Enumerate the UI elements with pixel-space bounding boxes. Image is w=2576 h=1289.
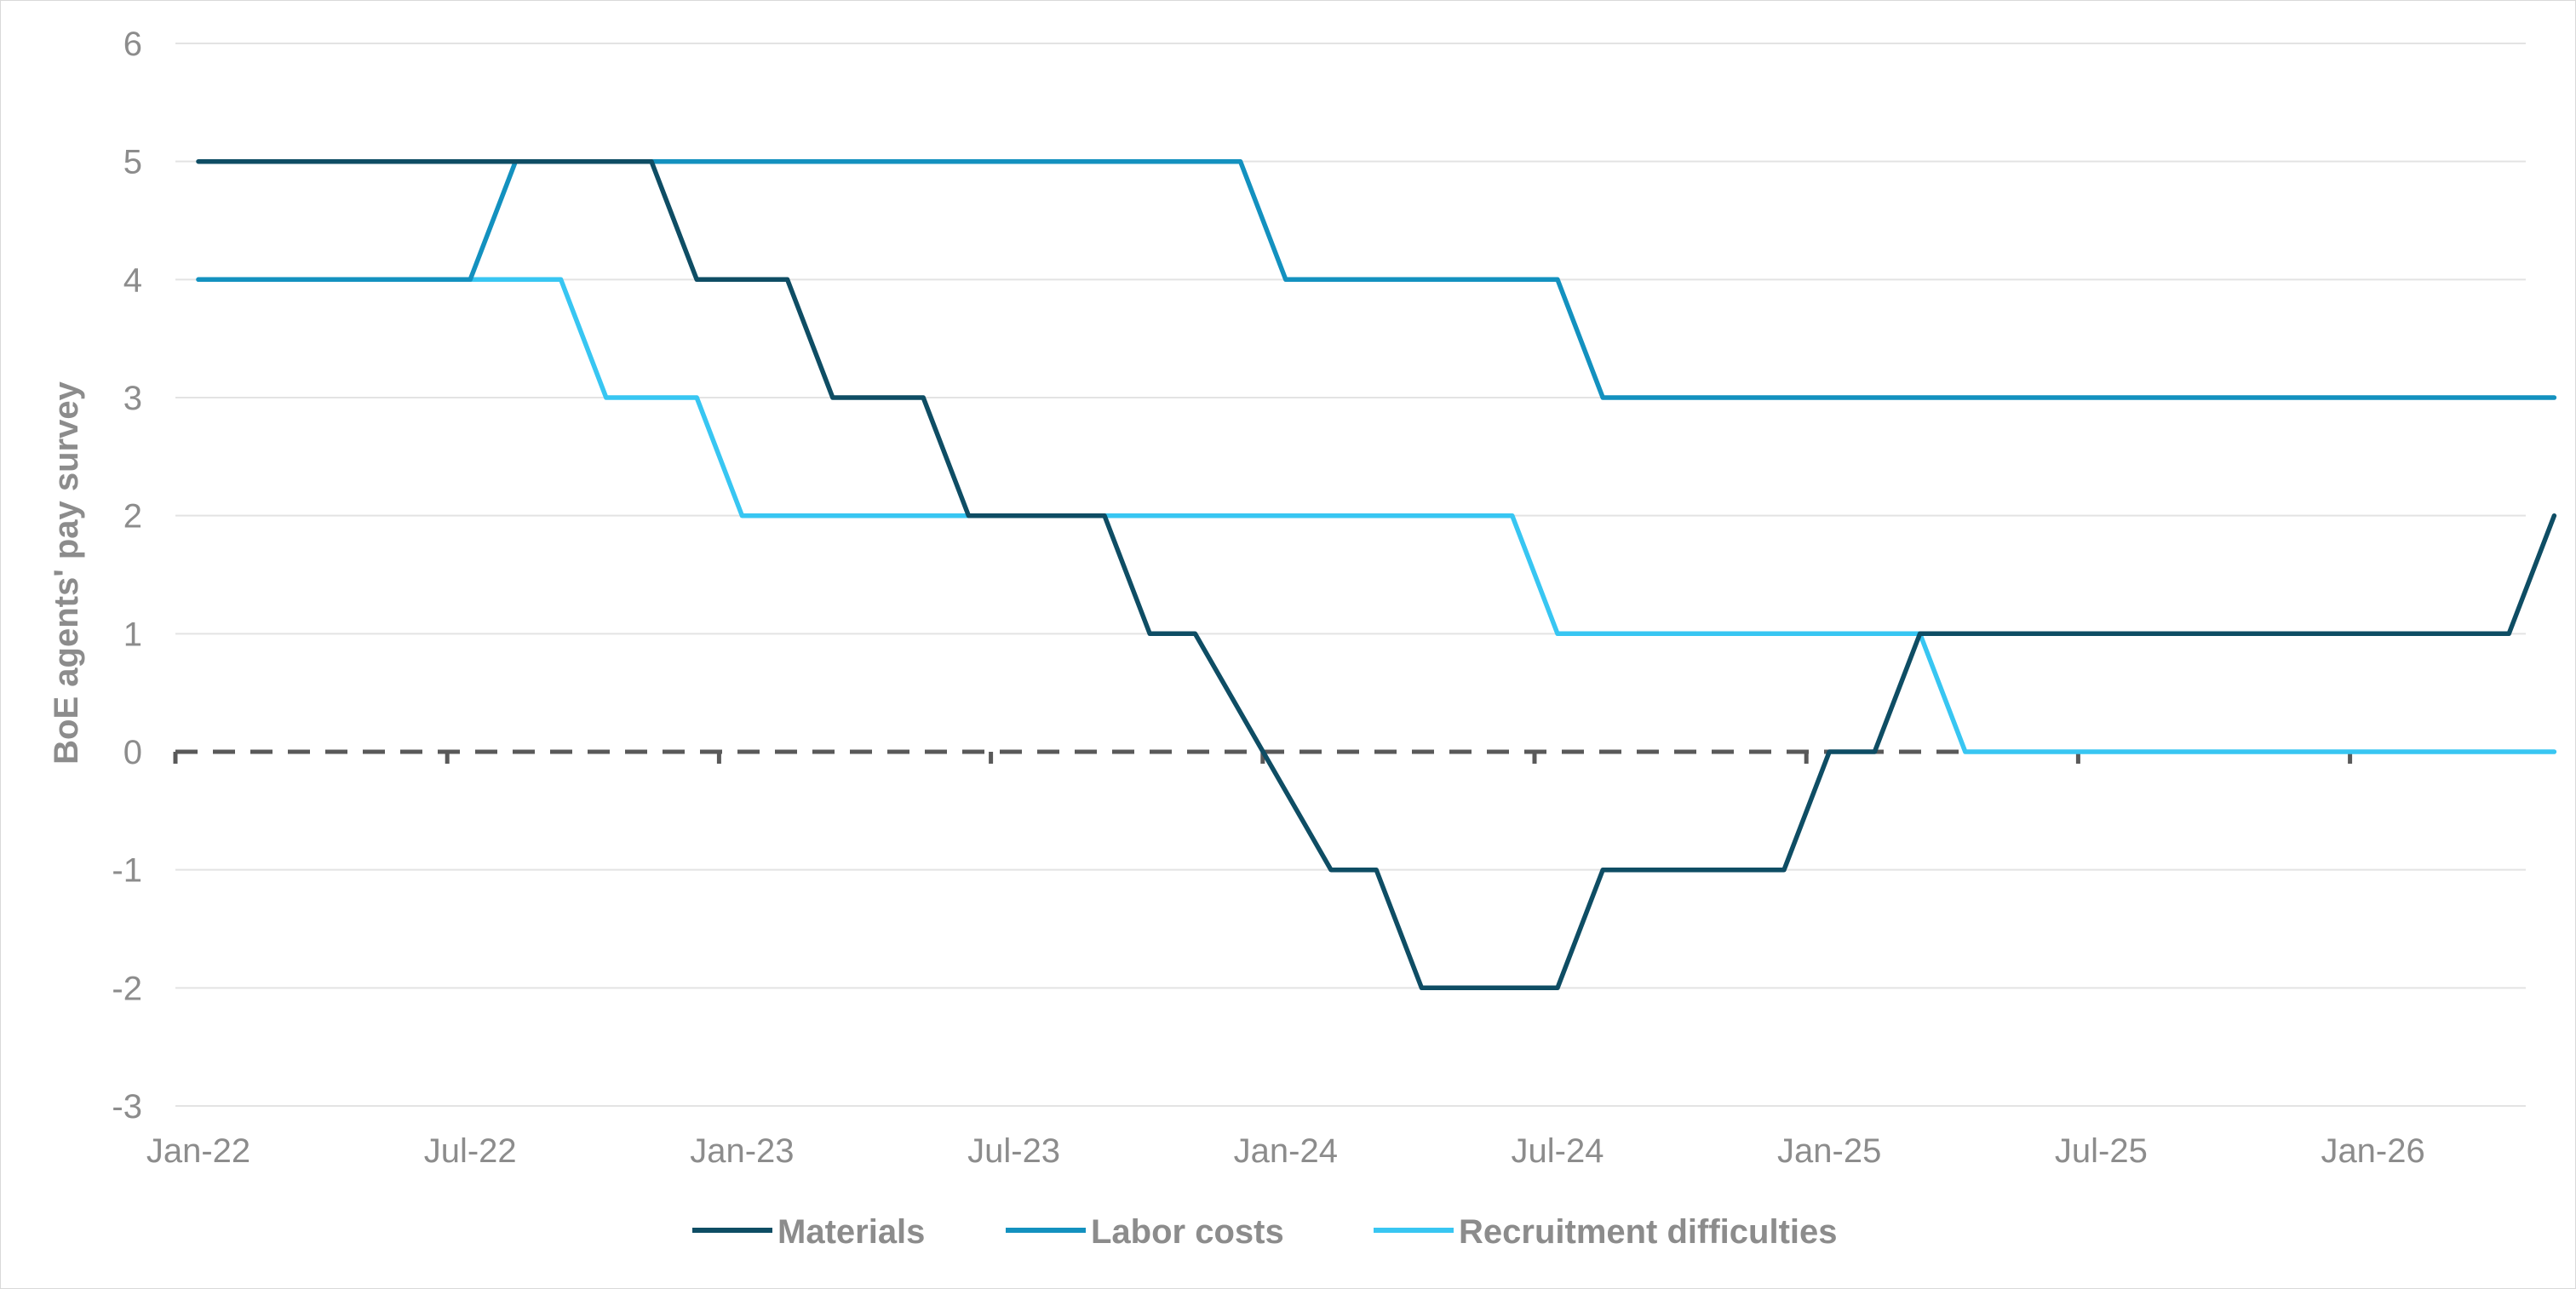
x-tick-label: Jul-24 xyxy=(1512,1132,1604,1170)
legend-label: Recruitment difficulties xyxy=(1459,1213,1838,1251)
gridlines xyxy=(175,43,2526,1107)
x-tick-label: Jan-26 xyxy=(2321,1132,2424,1170)
x-tick-label: Jul-22 xyxy=(424,1132,517,1170)
x-tick-label: Jan-24 xyxy=(1234,1132,1338,1170)
x-tick-label: Jan-22 xyxy=(146,1132,250,1170)
legend-label: Materials xyxy=(777,1213,925,1251)
y-tick-label: -3 xyxy=(112,1088,142,1126)
y-tick-label: -1 xyxy=(112,852,142,890)
y-tick-label: 1 xyxy=(123,616,142,653)
y-tick-label: 5 xyxy=(123,144,142,181)
y-tick-label: -2 xyxy=(112,970,142,1007)
series-line-labor-costs xyxy=(196,158,2557,400)
y-tick-label: 2 xyxy=(123,498,142,536)
series-lines xyxy=(196,158,2557,991)
series-line-recruitment-difficulties xyxy=(196,277,2557,754)
y-tick-label: 3 xyxy=(123,380,142,417)
y-tick-labels: -3 -2 -1 0 1 2 3 4 5 6 xyxy=(112,26,142,1126)
legend: Materials Labor costs Recruitment difficul… xyxy=(692,1213,1838,1251)
y-tick-label: 6 xyxy=(123,26,142,63)
series-line-materials xyxy=(196,158,2557,991)
x-tick-label: Jul-25 xyxy=(2055,1132,2148,1170)
y-axis-title: BoE agents' pay survey xyxy=(48,381,85,764)
x-tick-label: Jan-23 xyxy=(690,1132,794,1170)
x-tick-label: Jul-23 xyxy=(967,1132,1060,1170)
y-tick-label: 4 xyxy=(123,261,142,299)
x-tick-label: Jan-25 xyxy=(1777,1132,1881,1170)
x-tick-labels: Jan-22 Jul-22 Jan-23 Jul-23 Jan-24 Jul-24 Jan-… xyxy=(146,1132,2425,1170)
legend-label: Labor costs xyxy=(1091,1213,1284,1251)
y-tick-label: 0 xyxy=(123,734,142,771)
